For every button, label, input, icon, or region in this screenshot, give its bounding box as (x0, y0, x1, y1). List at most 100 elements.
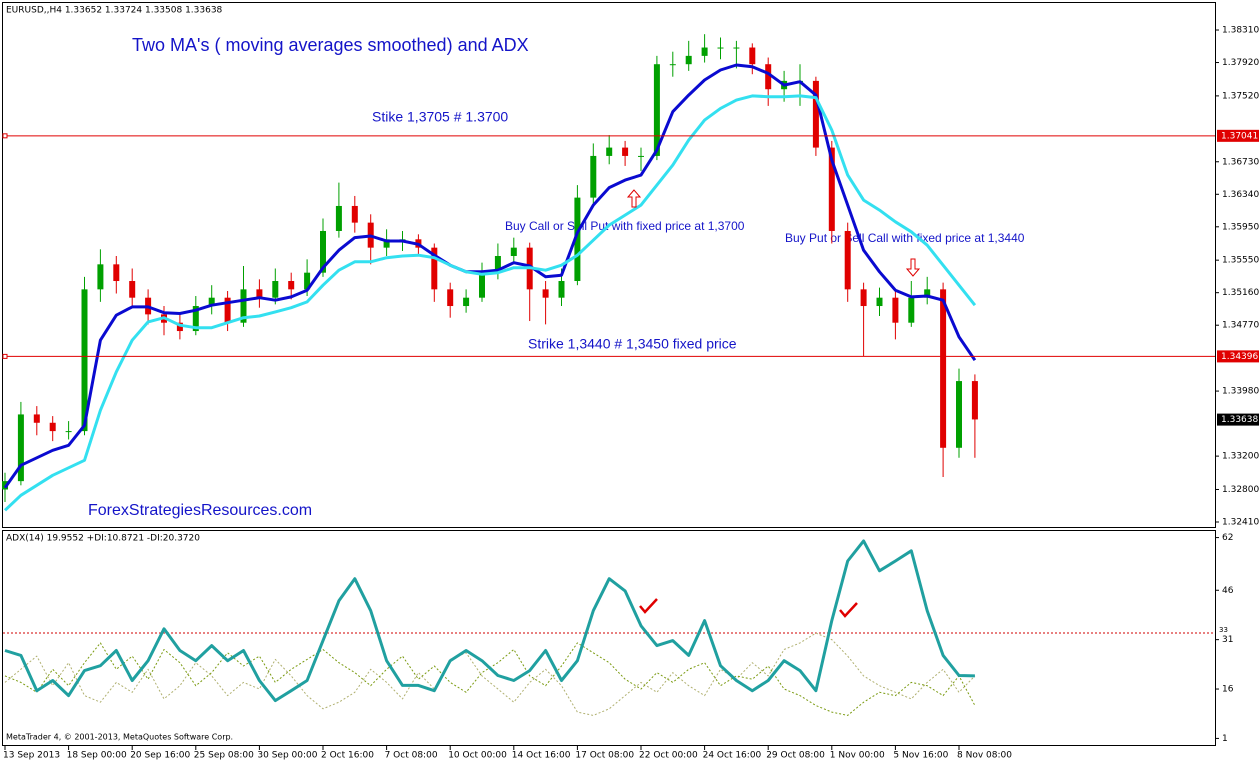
annotation: Buy Call or Sell Put with fixed price at… (505, 219, 745, 233)
candle-body (590, 155, 597, 198)
candle-body (383, 239, 390, 248)
candle-body (431, 247, 438, 290)
candle-body (971, 381, 978, 420)
price-marker (1217, 129, 1259, 142)
candle-body (765, 64, 772, 90)
y-tick-label: 1.35550 (1222, 256, 1259, 266)
y-tick-label: 1.36340 (1222, 190, 1259, 200)
candle-body (17, 414, 24, 482)
price-panel-frame (2, 2, 1216, 528)
candle-body (749, 47, 756, 65)
series-line (3, 63, 977, 489)
candle-body (81, 289, 88, 432)
x-tick-label: 8 Nov 08:00 (957, 751, 1012, 761)
price-marker-label: 1.34396 (1221, 352, 1258, 362)
x-tick-label: 14 Oct 16:00 (512, 751, 571, 761)
candle-body (320, 230, 326, 273)
x-tick-label: 30 Sep 00:00 (257, 751, 317, 761)
indicator-header: ADX(14) 19.9552 +DI:10.8721 -DI:20.3720 (6, 534, 200, 544)
line-handle (2, 133, 8, 139)
x-tick-label: 5 Nov 16:00 (893, 751, 948, 761)
down-arrow (905, 258, 921, 277)
candle-body (97, 264, 104, 290)
y-tick-label: 1.32800 (1222, 485, 1259, 495)
up-arrow (626, 189, 642, 208)
y-tick-label: 1.33200 (1222, 452, 1259, 462)
candle-body (479, 272, 485, 298)
candle-body (240, 289, 247, 323)
y-tick-label: 1.34770 (1222, 321, 1259, 331)
candle-body (892, 297, 899, 323)
candle-body (224, 297, 231, 323)
candle-body (65, 431, 72, 433)
candle-body (272, 281, 279, 298)
candle-body (606, 147, 613, 156)
price-marker (1217, 350, 1259, 363)
check-mark (639, 598, 658, 614)
candle-body (463, 297, 470, 307)
x-tick-label: 2 Oct 16:00 (321, 751, 374, 761)
candle-body (176, 322, 183, 332)
candle-body (288, 281, 295, 290)
y-tick-label: 1.35950 (1222, 222, 1259, 232)
candle-body (256, 289, 263, 298)
x-tick-label: 17 Oct 08:00 (575, 751, 634, 761)
x-tick-label: 22 Oct 00:00 (639, 751, 698, 761)
candle-body (208, 297, 215, 307)
x-tick-label: 18 Sep 00:00 (67, 751, 127, 761)
candle-body (860, 289, 867, 307)
candle-body (876, 297, 883, 307)
candle-body (940, 289, 947, 448)
x-tick-label: 7 Oct 08:00 (385, 751, 438, 761)
candle-body (351, 205, 358, 223)
y-tick-label: 1.38310 (1222, 26, 1259, 36)
candle-body (956, 381, 962, 448)
candle-body (192, 306, 199, 332)
candle-body (669, 64, 676, 66)
y-tick-label: 1.32410 (1222, 517, 1259, 527)
bid-marker (1217, 413, 1259, 426)
candle-body (924, 289, 931, 298)
y-tick-label: 1.37920 (1222, 58, 1259, 68)
candle-body (558, 281, 565, 298)
y-tick-label: 1.33980 (1222, 387, 1259, 397)
annotation-shapes (626, 189, 921, 618)
annotation: Stike 1,3705 # 1.3700 (372, 109, 508, 125)
y-tick-label: 16 (1222, 685, 1234, 695)
x-tick-label: 20 Sep 16:00 (130, 751, 190, 761)
candle-body (622, 147, 629, 156)
x-tick-label: 1 Nov 00:00 (830, 751, 885, 761)
y-tick-label: 46 (1222, 586, 1234, 596)
chart-title: Two MA's ( moving averages smoothed) and… (132, 35, 529, 55)
y-tick-label: 1.36730 (1222, 157, 1259, 167)
candle-body (908, 297, 915, 323)
x-tick-label: 24 Oct 16:00 (703, 751, 762, 761)
series-line (4, 632, 976, 716)
x-tick-label: 13 Sep 2013 (3, 751, 60, 761)
check-mark (839, 602, 858, 618)
price-marker-label: 1.37041 (1221, 131, 1258, 141)
candle-body (335, 205, 342, 231)
candle-body (812, 80, 819, 148)
candle-body (638, 155, 644, 157)
candle-body (733, 47, 740, 49)
candle-body (717, 47, 724, 49)
adx-panel-frame (2, 530, 1216, 746)
line-handle (2, 353, 8, 359)
series-line (3, 94, 977, 512)
annotation: Buy Put or Sell Call with fixed price at… (785, 231, 1025, 245)
series-line (4, 539, 975, 703)
symbol-header: EURUSD,,H4 1.33652 1.33724 1.33508 1.336… (6, 6, 223, 16)
y-tick-label: 1.35160 (1222, 288, 1259, 298)
candle-body (304, 272, 311, 290)
candle-body (542, 289, 549, 298)
candle-body (494, 255, 501, 273)
y-tick-label: 31 (1222, 635, 1233, 645)
candle-body (844, 230, 851, 290)
candle-body (685, 55, 692, 65)
candle-body (113, 264, 120, 282)
candle-body (33, 414, 40, 423)
candle-body (574, 197, 581, 282)
